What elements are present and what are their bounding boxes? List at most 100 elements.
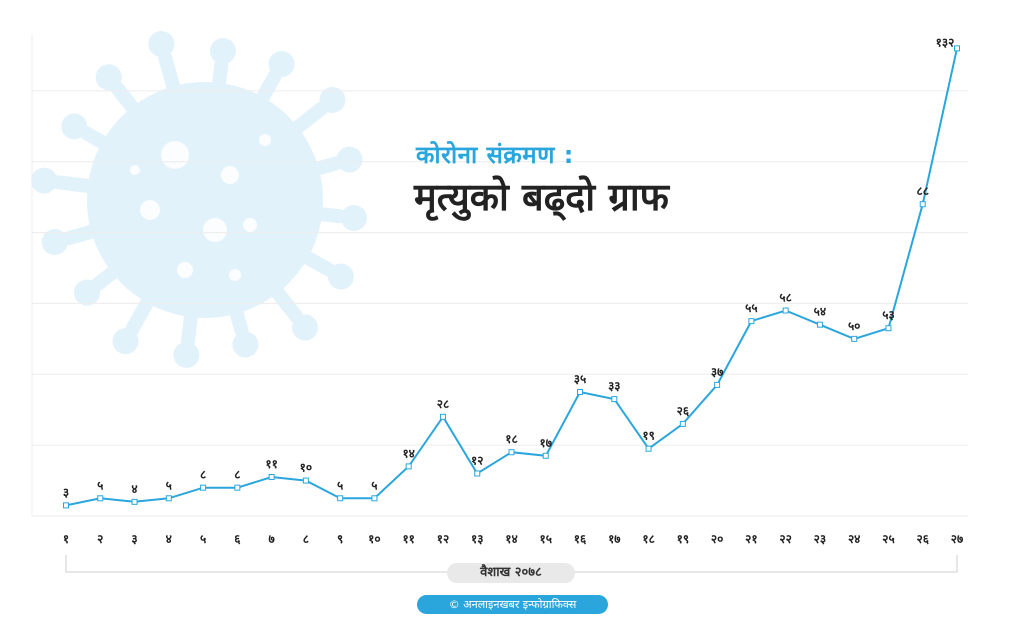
- x-tick-label: १४: [505, 532, 517, 546]
- x-tick-label: १३: [471, 532, 483, 546]
- virus-spike-tip: [31, 167, 58, 194]
- x-tick-label: १९: [677, 532, 689, 546]
- virus-spike-tip: [148, 30, 175, 57]
- virus-spike-tip: [112, 328, 139, 355]
- data-point: [954, 45, 960, 52]
- virus-spike-tip: [173, 341, 200, 368]
- data-point: [234, 484, 241, 491]
- data-points: [63, 45, 960, 509]
- x-tick-label: २३: [814, 532, 826, 546]
- data-point: [268, 474, 275, 481]
- data-label: १३२: [936, 35, 955, 49]
- data-label: ५४: [814, 305, 826, 319]
- x-tick-label: २१: [745, 532, 757, 546]
- data-label: २८: [437, 397, 449, 411]
- data-label: ५: [166, 478, 172, 492]
- data-point: [782, 307, 789, 314]
- x-tick-label: १६: [574, 532, 587, 546]
- data-label: ४: [131, 482, 137, 496]
- data-point: [679, 420, 686, 427]
- data-point: [508, 449, 515, 456]
- virus-spike-tip: [319, 86, 346, 113]
- data-label: १९: [642, 429, 654, 443]
- data-label: २६: [677, 404, 690, 418]
- chart-title-line1: कोरोना संक्रमण :: [416, 141, 574, 169]
- virus-spike-tip: [232, 331, 259, 358]
- virus-spot: [229, 269, 241, 281]
- virus-spike-tip: [292, 314, 319, 341]
- data-label: ५०: [848, 319, 860, 333]
- data-point: [714, 381, 721, 388]
- x-tick-label: ७: [268, 532, 275, 546]
- data-point: [885, 325, 892, 332]
- data-label: १४: [402, 446, 414, 460]
- virus-spike-tip: [61, 113, 88, 140]
- data-point: [439, 413, 446, 420]
- virus-spike-tip: [73, 279, 100, 306]
- virus-illustration: [31, 30, 367, 368]
- data-label: ३७: [711, 365, 724, 379]
- x-tick-label: २०: [711, 532, 723, 546]
- x-tick-label: १०: [368, 532, 380, 546]
- virus-spot: [140, 200, 160, 220]
- virus-spot: [130, 165, 140, 175]
- credit-badge: © अनलाइनखबर इन्फोग्राफिक्स: [417, 595, 608, 614]
- virus-spike-tip: [209, 38, 236, 65]
- x-tick-label: ४: [166, 532, 172, 546]
- virus-spike-tip: [95, 64, 122, 91]
- data-point: [371, 495, 378, 502]
- virus-spot: [203, 218, 227, 242]
- data-point: [63, 502, 69, 509]
- data-point: [748, 318, 755, 325]
- virus-spike-tip: [268, 51, 295, 78]
- x-tick-label: १५: [540, 532, 552, 546]
- data-point: [816, 321, 823, 328]
- virus-spot: [243, 218, 257, 232]
- data-point: [542, 452, 549, 459]
- x-tick-label: १८: [642, 532, 654, 546]
- x-tick-label: १२: [437, 532, 449, 546]
- x-tick-label: २२: [779, 532, 791, 546]
- data-label: १७: [540, 436, 553, 450]
- x-tick-label: २७: [951, 532, 964, 546]
- x-tick-label: २४: [848, 532, 860, 546]
- data-label: ११: [265, 457, 277, 471]
- data-point: [645, 445, 652, 452]
- virus-spike-tip: [327, 263, 354, 290]
- x-tick-label: १: [63, 532, 69, 546]
- data-label: ३: [63, 485, 69, 499]
- x-tick-label: ३: [131, 532, 137, 546]
- chart-title-line2: मृत्युको बढ्दो ग्राफ: [414, 175, 669, 219]
- data-label: ५८: [779, 291, 791, 305]
- x-tick-label: ५: [200, 532, 206, 546]
- x-tick-label: १७: [608, 532, 621, 546]
- data-label: ५: [371, 478, 377, 492]
- x-tick-labels: १ २ ३ ४ ५ ६ ७ ८ ९ १० ११ १२ १३ १४ १५ १६ १७ १८ १९ २० २१ २२ २३ २४ २…: [63, 532, 964, 546]
- data-point: [97, 495, 104, 502]
- x-tick-label: ९: [337, 532, 343, 546]
- data-label: १०: [300, 461, 312, 475]
- data-label: ३३: [608, 379, 620, 393]
- data-point: [302, 477, 309, 484]
- data-point: [919, 201, 926, 208]
- data-label: ८: [234, 468, 240, 482]
- x-tick-label: २६: [916, 532, 929, 546]
- virus-spike-tip: [41, 229, 68, 256]
- x-axis-label: वैशाख २०७८: [447, 563, 575, 583]
- data-label: ८: [200, 468, 206, 482]
- data-point: [165, 495, 172, 502]
- data-label: ३५: [574, 372, 586, 386]
- data-label: ५: [337, 478, 343, 492]
- data-point: [405, 463, 412, 470]
- data-label: १८: [505, 432, 517, 446]
- data-point: [474, 470, 481, 477]
- x-tick-label: ११: [402, 532, 414, 546]
- x-tick-label: २: [97, 532, 103, 546]
- x-tick-label: ६: [234, 532, 241, 546]
- virus-spot: [259, 134, 271, 146]
- virus-spike-tip: [336, 146, 363, 173]
- data-label: ८८: [916, 184, 928, 198]
- data-point: [200, 484, 207, 491]
- data-label: १२: [471, 453, 483, 467]
- data-point: [131, 498, 138, 505]
